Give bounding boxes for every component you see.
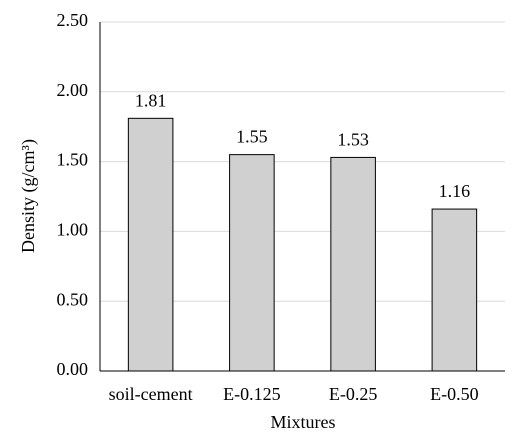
data-label: 1.81 bbox=[135, 90, 167, 110]
y-tick-label: 0.50 bbox=[57, 289, 89, 309]
x-tick-label: E-0.50 bbox=[430, 384, 479, 404]
y-tick-label: 2.00 bbox=[57, 80, 89, 100]
bar bbox=[431, 208, 478, 372]
bar bbox=[330, 156, 376, 372]
data-label: 1.53 bbox=[337, 130, 369, 150]
bar bbox=[229, 154, 275, 372]
bar bbox=[127, 117, 174, 372]
y-tick-label: 1.00 bbox=[57, 220, 89, 240]
x-tick-label: soil-cement bbox=[109, 384, 193, 404]
y-tick-label: 2.50 bbox=[57, 10, 89, 30]
y-tick-label: 1.50 bbox=[57, 150, 89, 170]
data-label: 1.16 bbox=[439, 181, 471, 201]
x-tick-label: E-0.25 bbox=[329, 384, 378, 404]
data-label: 1.55 bbox=[236, 127, 268, 147]
x-axis-label: Mixtures bbox=[271, 412, 336, 432]
y-axis-label: Density (g/cm³) bbox=[18, 139, 39, 253]
y-tick-label: 0.00 bbox=[57, 359, 89, 379]
x-tick-label: E-0.125 bbox=[223, 384, 281, 404]
